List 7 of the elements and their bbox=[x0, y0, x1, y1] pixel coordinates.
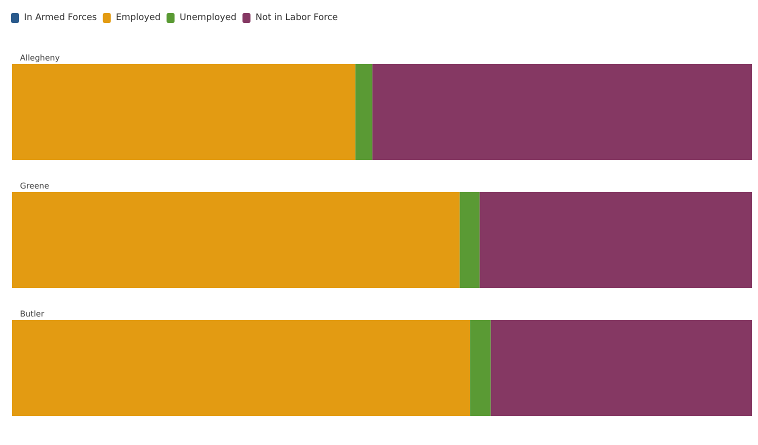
y-tick-label: Greene bbox=[20, 182, 50, 190]
y-tick-label: Allegheny bbox=[20, 54, 60, 62]
y-tick-label: Butler bbox=[20, 310, 45, 318]
legend-label: Not in Labor Force bbox=[255, 13, 338, 23]
legend-label: In Armed Forces bbox=[24, 13, 98, 23]
legend-label: Employed bbox=[116, 13, 161, 23]
legend-label: Unemployed bbox=[180, 13, 236, 23]
